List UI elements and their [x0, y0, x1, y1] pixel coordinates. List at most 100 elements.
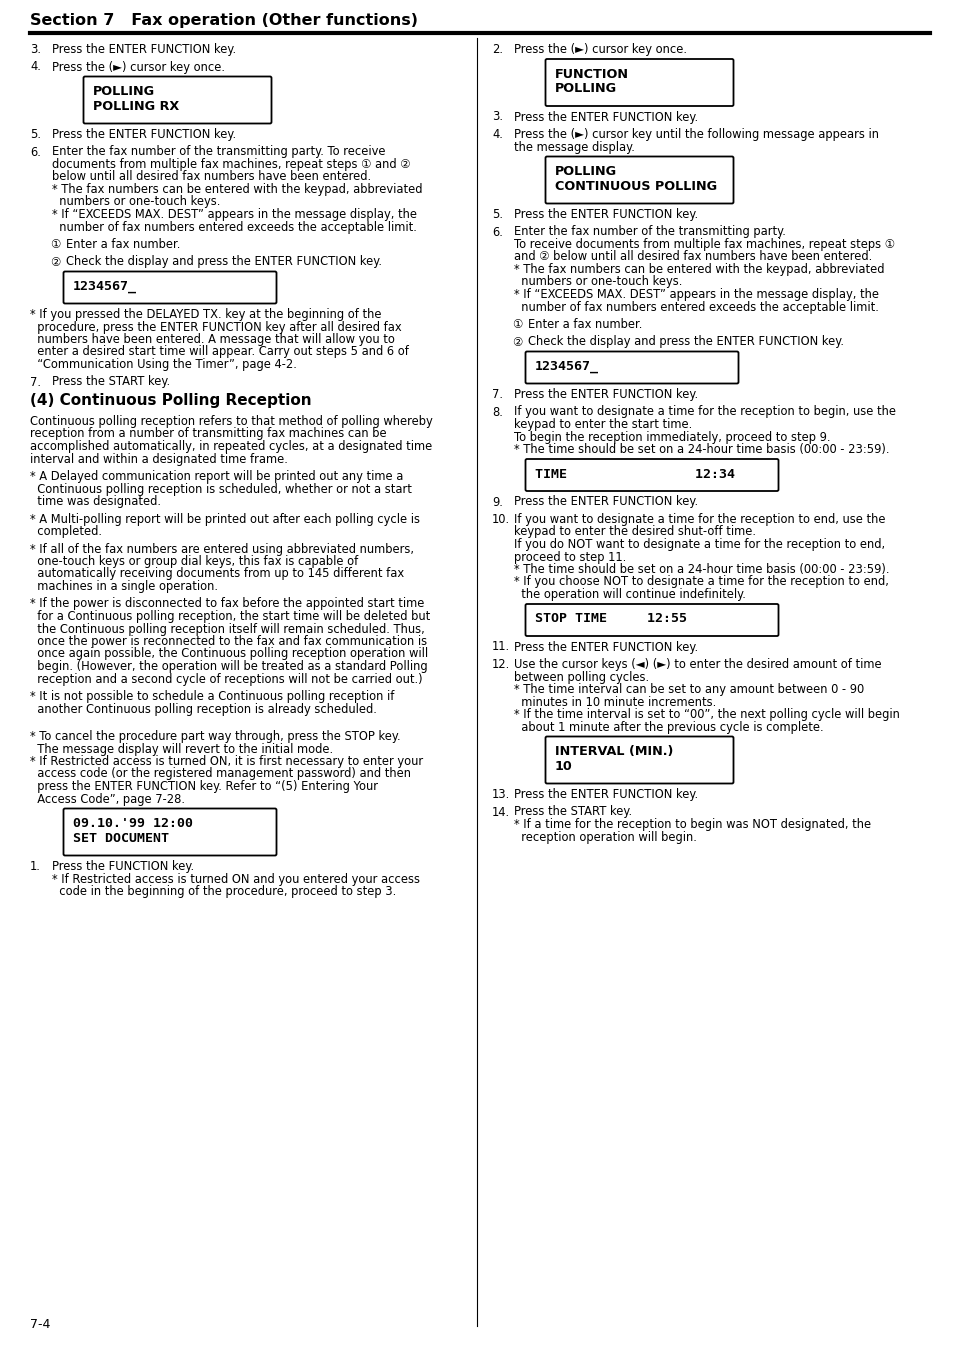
FancyBboxPatch shape [64, 272, 276, 304]
Text: time was designated.: time was designated. [30, 494, 161, 508]
Text: ②: ② [50, 255, 60, 269]
Text: once the power is reconnected to the fax and fax communication is: once the power is reconnected to the fax… [30, 635, 427, 648]
Text: 12.: 12. [492, 658, 510, 671]
Text: press the ENTER FUNCTION key. Refer to “(5) Entering Your: press the ENTER FUNCTION key. Refer to “… [30, 780, 377, 793]
Text: 11.: 11. [492, 640, 510, 654]
Text: 8.: 8. [492, 405, 502, 419]
Text: 2.: 2. [492, 43, 502, 55]
Text: POLLING: POLLING [92, 85, 155, 99]
Text: 5.: 5. [492, 208, 502, 222]
Text: * If “EXCEEDS MAX. DEST” appears in the message display, the: * If “EXCEEDS MAX. DEST” appears in the … [514, 288, 878, 301]
Text: “Communication Using the Timer”, page 4-2.: “Communication Using the Timer”, page 4-… [30, 358, 296, 372]
Text: STOP TIME     12:55: STOP TIME 12:55 [535, 612, 686, 626]
Text: 9.: 9. [492, 496, 502, 508]
Text: Press the ENTER FUNCTION key.: Press the ENTER FUNCTION key. [514, 111, 698, 123]
Text: procedure, press the ENTER FUNCTION key after all desired fax: procedure, press the ENTER FUNCTION key … [30, 320, 401, 334]
Text: Press the START key.: Press the START key. [52, 376, 170, 389]
Text: Enter the fax number of the transmitting party. To receive: Enter the fax number of the transmitting… [52, 146, 385, 158]
Text: reception operation will begin.: reception operation will begin. [514, 831, 696, 843]
Text: 7-4: 7-4 [30, 1319, 51, 1331]
Text: keypad to enter the start time.: keypad to enter the start time. [514, 417, 692, 431]
Text: Check the display and press the ENTER FUNCTION key.: Check the display and press the ENTER FU… [66, 255, 381, 269]
Text: ①: ① [512, 317, 521, 331]
Text: * If all of the fax numbers are entered using abbreviated numbers,: * If all of the fax numbers are entered … [30, 543, 414, 555]
Text: and ② below until all desired fax numbers have been entered.: and ② below until all desired fax number… [514, 250, 871, 263]
Text: If you want to designate a time for the reception to begin, use the: If you want to designate a time for the … [514, 405, 895, 419]
Text: completed.: completed. [30, 526, 102, 538]
Text: * The fax numbers can be entered with the keypad, abbreviated: * The fax numbers can be entered with th… [514, 263, 883, 276]
Text: ①: ① [50, 238, 60, 251]
Text: 6.: 6. [492, 226, 502, 239]
Text: Enter a fax number.: Enter a fax number. [527, 317, 641, 331]
Text: 7.: 7. [30, 376, 41, 389]
Text: 1234567_: 1234567_ [73, 280, 137, 293]
Text: enter a desired start time will appear. Carry out steps 5 and 6 of: enter a desired start time will appear. … [30, 346, 409, 358]
Text: accomplished automatically, in repeated cycles, at a designated time: accomplished automatically, in repeated … [30, 440, 432, 453]
Text: 14.: 14. [492, 805, 510, 819]
Text: SET DOCUMENT: SET DOCUMENT [73, 832, 169, 844]
Text: * The time should be set on a 24-hour time basis (00:00 - 23:59).: * The time should be set on a 24-hour ti… [514, 443, 888, 457]
Text: for a Continuous polling reception, the start time will be deleted but: for a Continuous polling reception, the … [30, 611, 430, 623]
Text: Press the (►) cursor key once.: Press the (►) cursor key once. [514, 43, 686, 55]
Text: number of fax numbers entered exceeds the acceptable limit.: number of fax numbers entered exceeds th… [514, 300, 878, 313]
Text: Press the ENTER FUNCTION key.: Press the ENTER FUNCTION key. [52, 128, 236, 141]
Text: below until all desired fax numbers have been entered.: below until all desired fax numbers have… [52, 170, 371, 184]
Text: 3.: 3. [492, 111, 502, 123]
Text: * If you pressed the DELAYED TX. key at the beginning of the: * If you pressed the DELAYED TX. key at … [30, 308, 381, 322]
Text: Continuous polling reception refers to that method of polling whereby: Continuous polling reception refers to t… [30, 415, 433, 428]
Text: 10: 10 [555, 761, 572, 773]
Text: The message display will revert to the initial mode.: The message display will revert to the i… [30, 743, 333, 755]
Text: Enter a fax number.: Enter a fax number. [66, 238, 180, 251]
Text: Continuous polling reception is scheduled, whether or not a start: Continuous polling reception is schedule… [30, 482, 412, 496]
FancyBboxPatch shape [64, 808, 276, 855]
Text: Check the display and press the ENTER FUNCTION key.: Check the display and press the ENTER FU… [527, 335, 843, 349]
Text: To receive documents from multiple fax machines, repeat steps ①: To receive documents from multiple fax m… [514, 238, 894, 251]
Text: the Continuous polling reception itself will remain scheduled. Thus,: the Continuous polling reception itself … [30, 623, 424, 635]
Text: * A Multi-polling report will be printed out after each polling cycle is: * A Multi-polling report will be printed… [30, 512, 419, 526]
Text: machines in a single operation.: machines in a single operation. [30, 580, 218, 593]
Text: once again possible, the Continuous polling reception operation will: once again possible, the Continuous poll… [30, 647, 428, 661]
Text: To begin the reception immediately, proceed to step 9.: To begin the reception immediately, proc… [514, 431, 830, 443]
Text: another Continuous polling reception is already scheduled.: another Continuous polling reception is … [30, 703, 376, 716]
Text: Press the ENTER FUNCTION key.: Press the ENTER FUNCTION key. [514, 496, 698, 508]
Text: POLLING: POLLING [555, 165, 617, 178]
Text: reception from a number of transmitting fax machines can be: reception from a number of transmitting … [30, 427, 386, 440]
Text: Press the ENTER FUNCTION key.: Press the ENTER FUNCTION key. [514, 388, 698, 401]
Text: If you do NOT want to designate a time for the reception to end,: If you do NOT want to designate a time f… [514, 538, 884, 551]
Text: * If the power is disconnected to fax before the appointed start time: * If the power is disconnected to fax be… [30, 597, 424, 611]
Text: * The fax numbers can be entered with the keypad, abbreviated: * The fax numbers can be entered with th… [52, 182, 422, 196]
Text: 4.: 4. [30, 61, 41, 73]
FancyBboxPatch shape [545, 736, 733, 784]
Text: TIME                12:34: TIME 12:34 [535, 467, 734, 481]
Text: numbers have been entered. A message that will allow you to: numbers have been entered. A message tha… [30, 332, 395, 346]
Text: about 1 minute after the previous cycle is complete.: about 1 minute after the previous cycle … [514, 720, 822, 734]
Text: minutes in 10 minute increments.: minutes in 10 minute increments. [514, 696, 716, 708]
Text: the message display.: the message display. [514, 141, 634, 154]
Text: * If a time for the reception to begin was NOT designated, the: * If a time for the reception to begin w… [514, 817, 870, 831]
Text: proceed to step 11.: proceed to step 11. [514, 550, 625, 563]
Text: POLLING: POLLING [555, 82, 617, 96]
Text: 1.: 1. [30, 861, 41, 873]
Text: CONTINUOUS POLLING: CONTINUOUS POLLING [555, 180, 717, 193]
FancyBboxPatch shape [525, 604, 778, 636]
Text: * It is not possible to schedule a Continuous polling reception if: * It is not possible to schedule a Conti… [30, 690, 394, 703]
Text: between polling cycles.: between polling cycles. [514, 670, 648, 684]
Text: * The time should be set on a 24-hour time basis (00:00 - 23:59).: * The time should be set on a 24-hour ti… [514, 563, 888, 576]
Text: numbers or one-touch keys.: numbers or one-touch keys. [514, 276, 681, 289]
Text: Press the ENTER FUNCTION key.: Press the ENTER FUNCTION key. [52, 43, 236, 55]
Text: Press the ENTER FUNCTION key.: Press the ENTER FUNCTION key. [514, 640, 698, 654]
FancyBboxPatch shape [545, 59, 733, 105]
Text: * If Restricted access is turned ON, it is first necessary to enter your: * If Restricted access is turned ON, it … [30, 755, 423, 767]
Text: interval and within a designated time frame.: interval and within a designated time fr… [30, 453, 288, 466]
Text: Use the cursor keys (◄) (►) to enter the desired amount of time: Use the cursor keys (◄) (►) to enter the… [514, 658, 881, 671]
Text: * A Delayed communication report will be printed out any time a: * A Delayed communication report will be… [30, 470, 403, 484]
Text: 4.: 4. [492, 128, 502, 141]
Text: * If Restricted access is turned ON and you entered your access: * If Restricted access is turned ON and … [52, 873, 419, 885]
Text: reception and a second cycle of receptions will not be carried out.): reception and a second cycle of receptio… [30, 673, 422, 685]
Text: the operation will continue indefinitely.: the operation will continue indefinitely… [514, 588, 745, 601]
Text: Press the ENTER FUNCTION key.: Press the ENTER FUNCTION key. [514, 208, 698, 222]
Text: 13.: 13. [492, 788, 510, 801]
Text: If you want to designate a time for the reception to end, use the: If you want to designate a time for the … [514, 513, 884, 526]
Text: Access Code”, page 7-28.: Access Code”, page 7-28. [30, 793, 185, 805]
Text: POLLING RX: POLLING RX [92, 100, 179, 113]
